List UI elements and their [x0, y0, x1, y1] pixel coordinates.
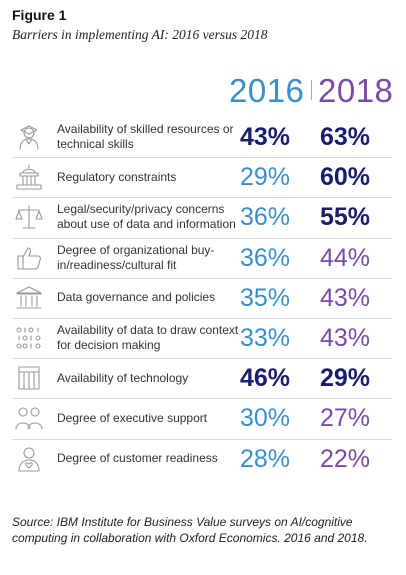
source-note: Source: IBM Institute for Business Value…	[12, 515, 368, 545]
barrier-row: Availability of data to draw context for…	[0, 319, 406, 357]
value-2016: 36%	[240, 243, 291, 272]
institution-icon	[14, 283, 44, 313]
figure-title: Barriers in implementing AI: 2016 versus…	[12, 27, 268, 42]
value-2016: 30%	[240, 404, 291, 433]
barrier-label: Degree of organizational buy-in/readines…	[57, 242, 215, 272]
barrier-row: Degree of executive support 30% 27%	[0, 399, 406, 437]
row-divider	[12, 438, 392, 440]
capitol-building-icon	[14, 162, 44, 192]
barrier-row: Availability of skilled resources or tec…	[0, 118, 406, 156]
row-divider	[12, 237, 392, 239]
value-2016: 29%	[240, 163, 291, 192]
scales-icon	[14, 202, 44, 232]
barrier-label: Availability of skilled resources or tec…	[57, 122, 234, 151]
row-divider	[12, 277, 392, 279]
value-2018: 29%	[320, 364, 371, 393]
barrier-label: Regulatory constraints	[57, 169, 177, 184]
barrier-label: Legal/security/privacy concerns about us…	[57, 202, 236, 232]
value-2016: 36%	[240, 203, 291, 232]
barrier-label: Availability of data to draw context for…	[57, 323, 239, 352]
value-2018: 63%	[320, 123, 371, 151]
value-2016: 46%	[240, 364, 291, 393]
column-header-2016: 2016	[229, 72, 305, 109]
value-2016: 35%	[240, 283, 291, 312]
barrier-row: Data governance and policies 35% 43%	[0, 279, 406, 317]
barrier-row: Regulatory constraints 29% 60%	[0, 158, 406, 196]
row-divider	[12, 318, 392, 319]
value-2016: 28%	[240, 444, 291, 473]
barrier-label: Degree of customer readiness	[57, 451, 218, 466]
barrier-label: Degree of executive support	[57, 410, 208, 425]
barrier-row: Degree of customer readiness 28% 22%	[0, 440, 406, 478]
value-2018: 43%	[320, 283, 371, 312]
barrier-row: Availability of technology 46% 29%	[0, 359, 406, 397]
column-header-separator	[311, 80, 312, 100]
barrier-row: Degree of organizational buy-in/readines…	[0, 239, 406, 277]
barrier-row: Legal/security/privacy concerns about us…	[0, 198, 406, 236]
value-2016: 43%	[240, 123, 291, 151]
thumbs-up-icon	[14, 243, 44, 273]
barrier-label: Availability of technology	[57, 370, 189, 385]
row-divider	[12, 358, 392, 360]
value-2018: 22%	[320, 444, 371, 473]
people-group-icon	[14, 403, 44, 433]
server-rack-icon	[14, 363, 44, 393]
figure-label: Figure 1	[12, 7, 67, 23]
barrier-label: Data governance and policies	[57, 290, 216, 305]
value-2018: 60%	[320, 163, 371, 192]
customer-heart-icon	[14, 444, 44, 474]
row-divider	[12, 398, 392, 400]
column-header-2018: 2018	[318, 72, 394, 109]
value-2018: 55%	[320, 203, 371, 232]
value-2018: 43%	[320, 324, 371, 352]
binary-data-icon	[14, 323, 44, 353]
row-divider	[12, 157, 392, 159]
graduate-icon	[14, 122, 44, 152]
value-2018: 27%	[320, 404, 371, 433]
row-divider	[12, 197, 392, 199]
value-2018: 44%	[320, 243, 371, 272]
value-2016: 33%	[240, 324, 291, 352]
